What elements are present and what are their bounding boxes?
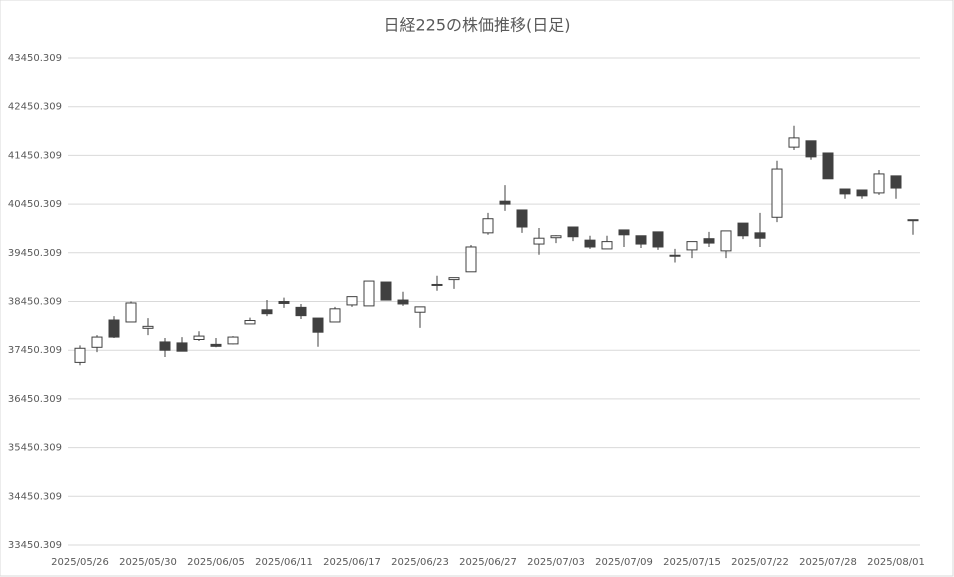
candle-body (414, 306, 426, 313)
candle-body (159, 341, 171, 351)
candle-body (856, 189, 868, 197)
candle-body (397, 299, 409, 305)
candle-body (312, 317, 324, 333)
candle-body (346, 296, 358, 306)
candle-body (703, 238, 715, 244)
x-tick-label: 2025/07/28 (799, 557, 857, 568)
x-tick-label: 2025/05/30 (119, 557, 177, 568)
candle-body (125, 302, 137, 323)
candle-body (142, 325, 154, 329)
candle-body (720, 230, 732, 252)
candle-body (227, 336, 239, 345)
candle-body (652, 231, 664, 248)
y-tick-label: 33450.309 (8, 540, 62, 551)
candle-body (788, 137, 800, 148)
candle-body (210, 343, 222, 347)
x-tick-label: 2025/06/11 (255, 557, 313, 568)
x-tick-label: 2025/06/27 (459, 557, 517, 568)
x-tick-label: 2025/08/01 (867, 557, 925, 568)
y-tick-label: 35450.309 (8, 443, 62, 454)
y-tick-label: 39450.309 (8, 248, 62, 259)
x-tick-label: 2025/07/22 (731, 557, 789, 568)
candle-body (108, 319, 120, 338)
candle-body (465, 246, 477, 273)
candle-body (261, 309, 273, 315)
y-tick-label: 41450.309 (8, 150, 62, 161)
candle-body (193, 335, 205, 341)
y-tick-label: 34450.309 (8, 491, 62, 502)
x-tick-label: 2025/06/23 (391, 557, 449, 568)
candle-body (74, 347, 86, 363)
candle-body (618, 229, 630, 236)
candle-body (176, 342, 188, 352)
candle-body (584, 239, 596, 248)
candle-body (363, 280, 375, 307)
candle-body (686, 241, 698, 251)
candle-body (533, 237, 545, 245)
candle-body (499, 200, 511, 205)
candle-body (805, 140, 817, 158)
candle-body (567, 226, 579, 238)
x-tick-label: 2025/07/15 (663, 557, 721, 568)
candle-body (295, 306, 307, 317)
candle-body (822, 152, 834, 180)
y-tick-label: 37450.309 (8, 345, 62, 356)
candle-body (278, 301, 290, 304)
candle-body (635, 235, 647, 245)
candle-body (329, 308, 341, 323)
x-tick-label: 2025/05/26 (51, 557, 109, 568)
x-tick-label: 2025/07/03 (527, 557, 585, 568)
candle-body (839, 188, 851, 195)
candle-body (601, 241, 613, 250)
candle-body (516, 209, 528, 228)
candle-body (380, 281, 392, 301)
x-tick-label: 2025/07/09 (595, 557, 653, 568)
y-tick-label: 40450.309 (8, 199, 62, 210)
candle-body (431, 283, 443, 286)
x-tick-label: 2025/06/05 (187, 557, 245, 568)
candle-body (737, 222, 749, 237)
candle-body (448, 277, 460, 281)
y-tick-label: 36450.309 (8, 394, 62, 405)
candle-body (669, 254, 681, 257)
y-tick-label: 38450.309 (8, 297, 62, 308)
candle-body (550, 235, 562, 239)
candle-body (771, 168, 783, 218)
candle-body (482, 218, 494, 234)
candle-body (244, 320, 256, 325)
candle-body (91, 336, 103, 348)
y-tick-label: 43450.309 (8, 53, 62, 64)
chart-title: 日経225の株価推移(日足) (383, 16, 570, 35)
y-tick-label: 42450.309 (8, 102, 62, 113)
candle-body (754, 232, 766, 239)
candle-body (907, 219, 919, 222)
candle-body (890, 175, 902, 189)
x-tick-label: 2025/06/17 (323, 557, 381, 568)
candle-body (873, 173, 885, 194)
